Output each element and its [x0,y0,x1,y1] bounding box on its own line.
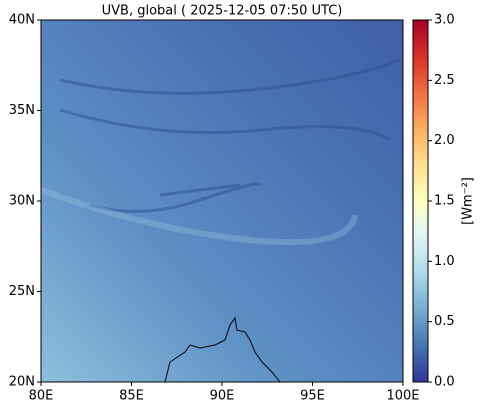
map-title: UVB, global ( 2025-12-05 07:50 UTC) [102,4,343,19]
x-tick-label: 80E [29,389,54,404]
colorbar-tick-label: 0.5 [434,314,455,329]
bright-band [39,187,358,246]
colorbar-label: [Wm⁻²] [461,177,476,225]
y-tick-label: 40N [9,13,35,28]
y-tick-label: 35N [9,103,35,118]
colorbar-tick-label: 2.5 [434,73,455,88]
coastline [164,316,281,383]
colorbar-tick-label: 2.0 [434,133,455,148]
x-tick-label: 85E [119,389,144,404]
cloud-streaks [59,58,401,213]
colorbar-tick-label: 3.0 [434,13,455,28]
colorbar-tick-label: 1.5 [434,194,455,209]
colorbar-tick-label: 0.0 [434,375,455,390]
x-tick-label: 95E [300,389,325,404]
x-tick-label: 100E [386,389,419,404]
y-tick-label: 30N [9,194,35,209]
y-tick-label: 25N [9,284,35,299]
uvb-field [41,20,403,382]
colorbar-tick-label: 1.0 [434,254,455,269]
y-tick-label: 20N [9,375,35,390]
x-tick-label: 90E [210,389,235,404]
colorbar [412,19,429,383]
